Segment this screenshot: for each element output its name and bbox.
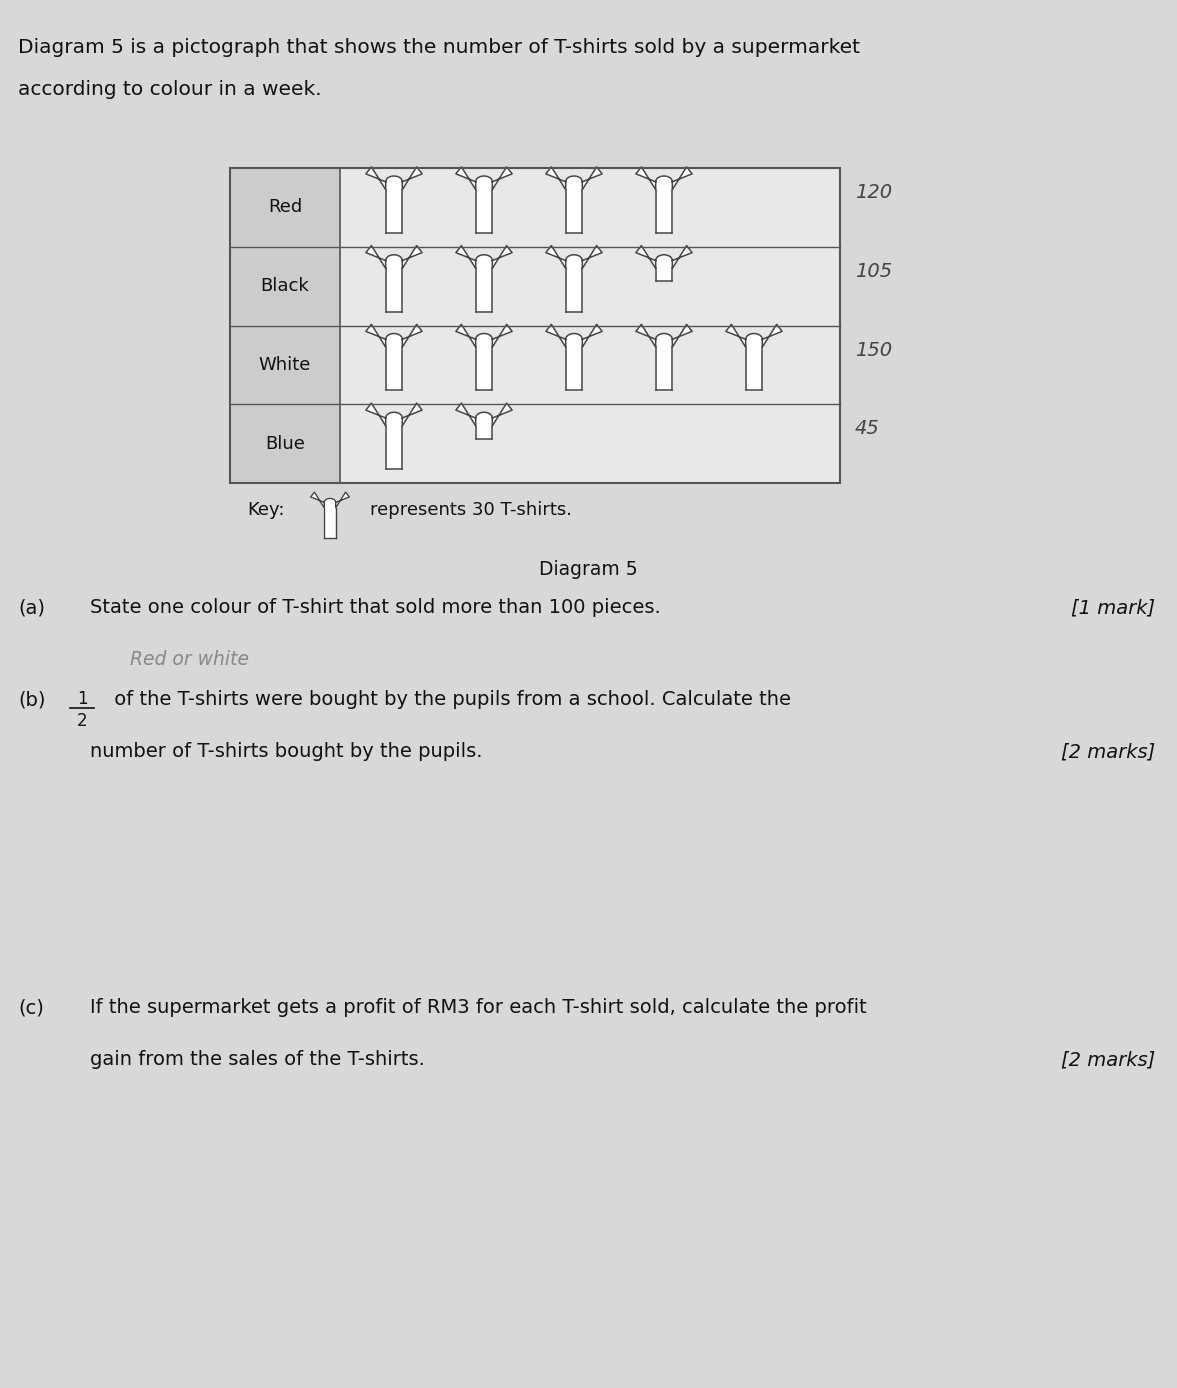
FancyBboxPatch shape xyxy=(230,168,340,483)
Text: White: White xyxy=(259,355,311,373)
Polygon shape xyxy=(325,498,335,537)
Text: Red: Red xyxy=(268,198,302,217)
Text: Blue: Blue xyxy=(265,434,305,452)
Text: (c): (c) xyxy=(18,998,44,1017)
Polygon shape xyxy=(546,325,566,347)
Polygon shape xyxy=(583,325,603,347)
Polygon shape xyxy=(366,325,386,347)
Polygon shape xyxy=(386,333,403,390)
Polygon shape xyxy=(746,333,763,390)
Polygon shape xyxy=(386,255,403,312)
Polygon shape xyxy=(492,403,512,426)
Polygon shape xyxy=(636,167,656,190)
Polygon shape xyxy=(455,325,476,347)
Polygon shape xyxy=(403,167,423,190)
Polygon shape xyxy=(726,325,746,347)
Text: of the T-shirts were bought by the pupils from a school. Calculate the: of the T-shirts were bought by the pupil… xyxy=(108,690,791,709)
Polygon shape xyxy=(566,333,583,390)
Text: 45: 45 xyxy=(855,419,879,439)
Polygon shape xyxy=(566,176,583,233)
Polygon shape xyxy=(492,167,512,190)
Text: according to colour in a week.: according to colour in a week. xyxy=(18,81,321,99)
Polygon shape xyxy=(566,255,583,312)
Polygon shape xyxy=(546,246,566,268)
Text: 1: 1 xyxy=(77,690,87,708)
Text: Red or white: Red or white xyxy=(129,650,250,669)
Text: 105: 105 xyxy=(855,262,892,280)
Polygon shape xyxy=(476,333,492,390)
Polygon shape xyxy=(476,412,492,439)
Text: 2: 2 xyxy=(77,712,87,730)
Text: Diagram 5: Diagram 5 xyxy=(539,559,637,579)
Polygon shape xyxy=(636,246,656,268)
Polygon shape xyxy=(455,167,476,190)
Polygon shape xyxy=(455,246,476,268)
Polygon shape xyxy=(583,167,603,190)
Polygon shape xyxy=(492,325,512,347)
Polygon shape xyxy=(672,325,692,347)
Text: [2 marks]: [2 marks] xyxy=(1060,1049,1155,1069)
Text: number of T-shirts bought by the pupils.: number of T-shirts bought by the pupils. xyxy=(89,743,483,761)
Text: represents 30 T-shirts.: represents 30 T-shirts. xyxy=(370,501,572,519)
Text: (a): (a) xyxy=(18,598,45,618)
Text: 150: 150 xyxy=(855,340,892,359)
Text: (b): (b) xyxy=(18,690,46,709)
FancyBboxPatch shape xyxy=(340,168,840,483)
Polygon shape xyxy=(672,246,692,268)
Polygon shape xyxy=(656,333,672,390)
Polygon shape xyxy=(546,167,566,190)
Text: [2 marks]: [2 marks] xyxy=(1060,743,1155,761)
Text: If the supermarket gets a profit of RM3 for each T-shirt sold, calculate the pro: If the supermarket gets a profit of RM3 … xyxy=(89,998,866,1017)
Polygon shape xyxy=(455,403,476,426)
Text: [1 mark]: [1 mark] xyxy=(1071,598,1155,618)
Text: Diagram 5 is a pictograph that shows the number of T-shirts sold by a supermarke: Diagram 5 is a pictograph that shows the… xyxy=(18,37,860,57)
Text: 120: 120 xyxy=(855,183,892,203)
Polygon shape xyxy=(311,493,325,508)
Polygon shape xyxy=(656,176,672,233)
Text: Black: Black xyxy=(260,278,310,296)
Polygon shape xyxy=(636,325,656,347)
Polygon shape xyxy=(386,412,403,469)
Polygon shape xyxy=(583,246,603,268)
Polygon shape xyxy=(672,167,692,190)
Polygon shape xyxy=(366,403,386,426)
Text: State one colour of T-shirt that sold more than 100 pieces.: State one colour of T-shirt that sold mo… xyxy=(89,598,660,618)
Polygon shape xyxy=(366,246,386,268)
Polygon shape xyxy=(656,255,672,282)
Polygon shape xyxy=(476,255,492,312)
Polygon shape xyxy=(366,167,386,190)
Polygon shape xyxy=(492,246,512,268)
Polygon shape xyxy=(403,325,423,347)
Polygon shape xyxy=(403,403,423,426)
Polygon shape xyxy=(335,493,350,508)
Text: gain from the sales of the T-shirts.: gain from the sales of the T-shirts. xyxy=(89,1049,425,1069)
Polygon shape xyxy=(386,176,403,233)
Polygon shape xyxy=(763,325,783,347)
Polygon shape xyxy=(476,176,492,233)
Polygon shape xyxy=(403,246,423,268)
Text: Key:: Key: xyxy=(247,501,285,519)
